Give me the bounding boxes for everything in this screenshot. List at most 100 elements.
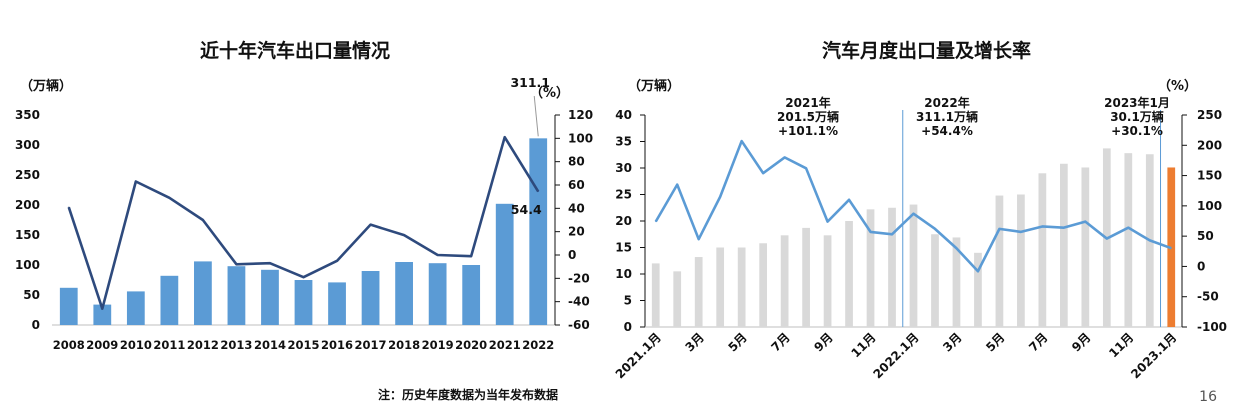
growth-point-2021.1月	[655, 221, 657, 223]
bar-2009	[93, 304, 112, 325]
annotation-2-line-3: +54.4%	[921, 124, 973, 138]
growth-point-2012	[202, 219, 204, 221]
bar-2022	[529, 138, 548, 325]
x-tick-label: 2014	[254, 338, 286, 352]
y-tick-label: 25	[615, 188, 632, 202]
y2-tick-label: -50	[1197, 290, 1219, 304]
growth-point-2020	[470, 255, 472, 257]
bar-12月	[888, 207, 896, 327]
left-y2-unit: （%）	[530, 86, 570, 101]
bar-6月	[1017, 194, 1025, 327]
growth-point-2023.1月	[1170, 247, 1172, 249]
bar-2022.1月	[909, 204, 918, 327]
x-tick-label: 5月	[983, 330, 1007, 354]
growth-point-2013	[235, 263, 237, 265]
x-tick-label: 2011	[153, 338, 185, 352]
bar-4月	[974, 252, 982, 327]
y2-tick-label: 80	[568, 155, 585, 169]
annotation-3-line-2: 30.1万辆	[1110, 109, 1164, 124]
bar-8月	[1059, 163, 1068, 327]
x-tick-label: 2008	[53, 338, 85, 352]
x-tick-label: 2017	[355, 338, 387, 352]
bar-2011	[160, 275, 179, 325]
bar-2017	[361, 271, 380, 325]
growth-point-12月	[891, 233, 893, 235]
growth-point-11月	[1127, 227, 1129, 229]
y2-tick-label: 40	[568, 201, 585, 215]
bar-2013	[227, 266, 246, 325]
y2-tick-label: 100	[568, 131, 593, 145]
left-y-unit: （万辆）	[20, 79, 73, 94]
y2-tick-label: 120	[568, 108, 593, 122]
x-tick-label: 2015	[287, 338, 319, 352]
bar-4月	[716, 247, 725, 327]
bar-2020	[462, 265, 481, 325]
right-chart-title: 汽车月度出口量及增长率	[822, 40, 1032, 62]
growth-point-4月	[719, 196, 721, 198]
growth-point-2018	[403, 234, 405, 236]
right-y-unit: （万辆）	[628, 79, 681, 94]
x-tick-label: 5月	[725, 330, 749, 354]
growth-point-2022	[537, 191, 539, 193]
y-tick-label: 0	[624, 320, 632, 334]
footnote: 注：历史年度数据为当年发布数据	[378, 388, 559, 402]
annotation-1-line-1: 2021年	[785, 95, 830, 110]
bar-7月	[1038, 173, 1047, 327]
annotation-2-line-1: 2022年	[924, 95, 969, 110]
data-label-2022-growth: 54.4	[511, 202, 542, 217]
right-y2-unit: （%）	[1158, 79, 1198, 94]
x-tick-label: 2021	[489, 338, 521, 352]
y2-tick-label: 250	[1197, 108, 1222, 122]
x-tick-label: 2023.1月	[1128, 330, 1179, 381]
x-tick-label: 7月	[1026, 330, 1050, 354]
x-tick-label: 11月	[848, 330, 878, 360]
x-tick-label: 2019	[422, 338, 454, 352]
growth-point-2008	[68, 206, 70, 208]
x-tick-label: 9月	[811, 330, 835, 354]
bar-2021	[495, 203, 514, 325]
bar-9月	[1081, 167, 1090, 327]
bar-2014	[261, 269, 279, 325]
bar-2月	[673, 271, 682, 327]
monthly-export-chart: 0 5 10 15 20 25 30 35 40 -100 -50 0 50 100 150 200 250 20…	[613, 95, 1227, 381]
bar-2019	[428, 263, 447, 325]
x-tick-label: 3月	[940, 330, 964, 354]
left-chart-title: 近十年汽车出口量情况	[200, 40, 391, 62]
bar-3月	[952, 237, 961, 327]
growth-point-3月	[698, 238, 700, 240]
annotation-1-line-2: 201.5万辆	[777, 109, 839, 124]
x-tick-label: 2012	[187, 338, 219, 352]
growth-point-6月	[1020, 231, 1022, 233]
bar-2016	[328, 282, 346, 325]
page-number: 16	[1199, 389, 1217, 405]
bar-2015	[294, 280, 313, 325]
y-tick-label: 350	[15, 108, 40, 122]
x-tick-label: 2021.1月	[613, 330, 664, 381]
growth-point-4月	[977, 270, 979, 272]
bar-3月	[694, 257, 703, 327]
y-tick-label: 0	[32, 318, 40, 332]
bar-9月	[823, 235, 832, 327]
growth-point-2015	[303, 276, 304, 278]
bar-6月	[759, 243, 768, 327]
data-label-2022-volume: 311.1	[510, 75, 550, 90]
bar-10月	[845, 221, 853, 327]
bar-2012	[194, 261, 212, 325]
growth-point-2月	[676, 184, 678, 186]
y2-tick-label: -40	[568, 295, 590, 309]
growth-point-11月	[870, 231, 872, 233]
x-tick-label: 2010	[120, 338, 152, 352]
growth-point-3月	[955, 247, 957, 249]
bar-11月	[866, 209, 875, 327]
growth-point-2016	[336, 260, 338, 262]
x-tick-label: 7月	[768, 330, 792, 354]
bar-5月	[995, 195, 1004, 327]
growth-point-2009	[101, 308, 103, 310]
growth-point-2011	[168, 197, 170, 199]
y2-tick-label: 50	[1197, 229, 1214, 243]
y2-tick-label: -100	[1197, 320, 1227, 334]
bar-2018	[395, 262, 413, 325]
bar-2月	[931, 234, 939, 327]
y-tick-label: 250	[15, 168, 40, 182]
annual-export-chart: 0 50 100 150 200 250 300 350 -60 -40 -20 0 20 40 60 80 1…	[15, 75, 593, 352]
